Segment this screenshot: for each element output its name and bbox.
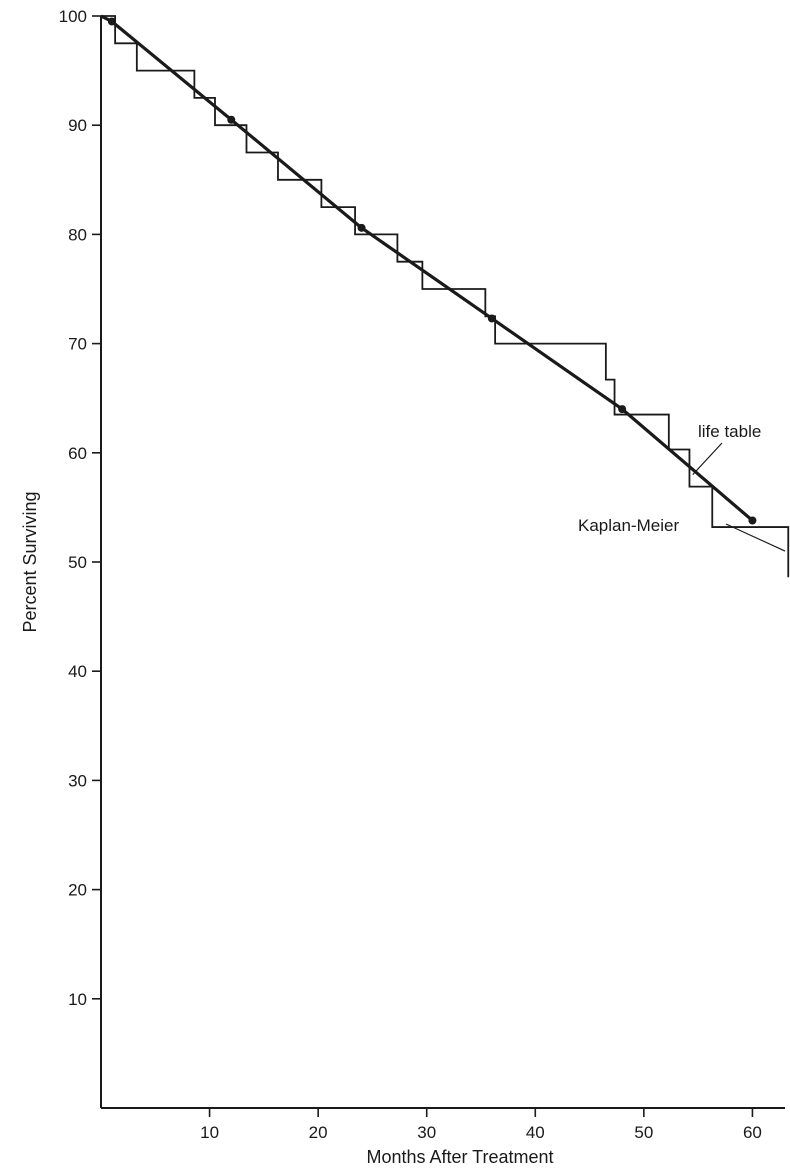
y-tick-label: 90	[68, 116, 87, 135]
y-tick-label: 60	[68, 444, 87, 463]
y-tick-label: 80	[68, 225, 87, 244]
series-layer	[100, 14, 790, 578]
x-tick-label: 30	[417, 1123, 436, 1142]
annotation-kaplan-meier-pointer	[725, 523, 786, 552]
life-table-point	[227, 115, 236, 124]
annotation-life-table: life table	[698, 422, 761, 441]
y-tick-label: 70	[68, 335, 87, 354]
life-table-point	[748, 516, 757, 525]
y-tick-label: 40	[68, 662, 87, 681]
life-table-point	[107, 17, 116, 26]
y-axis-title: Percent Surviving	[20, 491, 40, 632]
x-tick-label: 20	[309, 1123, 328, 1142]
life-table-point	[487, 314, 496, 323]
annotation-life-table-pointer	[692, 442, 723, 476]
x-tick-label: 60	[743, 1123, 762, 1142]
annotations: life table Kaplan-Meier	[578, 422, 786, 552]
life-table-line	[100, 14, 754, 522]
life-table-point	[357, 223, 366, 232]
y-tick-label: 30	[68, 771, 87, 790]
x-axis-title: Months After Treatment	[366, 1147, 553, 1167]
axes	[100, 16, 785, 1109]
y-tick-label: 50	[68, 553, 87, 572]
annotation-kaplan-meier: Kaplan-Meier	[578, 516, 679, 535]
y-tick-label: 10	[68, 990, 87, 1009]
kaplan-meier-step-line	[101, 15, 790, 578]
x-tick-label: 50	[634, 1123, 653, 1142]
y-tick-label: 100	[59, 7, 87, 26]
life-table-point	[618, 405, 627, 414]
x-tick-label: 10	[200, 1123, 219, 1142]
y-tick-label: 20	[68, 881, 87, 900]
x-tick-label: 40	[526, 1123, 545, 1142]
ticks: 10 20 30 40 50 60 70 80 90 100 10 20 30 40 50 60	[59, 7, 762, 1142]
